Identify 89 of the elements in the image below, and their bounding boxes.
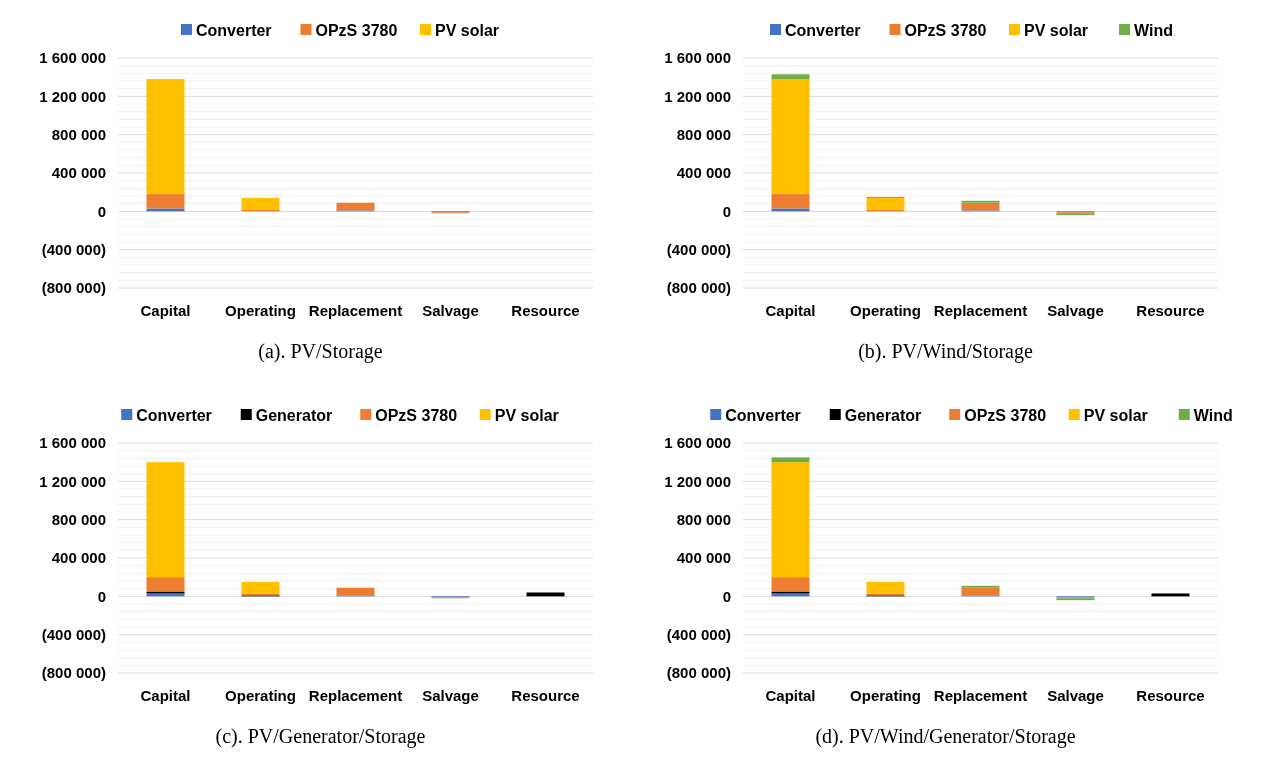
legend-label: PV solar xyxy=(1083,406,1148,424)
bar xyxy=(961,202,1000,211)
y-tick-label: 0 xyxy=(97,587,106,605)
x-tick-label: Resource xyxy=(511,687,580,704)
bar xyxy=(146,208,185,212)
y-tick-label: (400 000) xyxy=(666,240,731,258)
legend-label: OPzS 3780 xyxy=(315,21,398,39)
x-tick-label: Replacement xyxy=(308,302,403,319)
x-tick-label: Operating xyxy=(850,687,921,704)
legend-label: PV solar xyxy=(435,21,500,39)
legend-label: Converter xyxy=(785,21,861,39)
y-tick-label: (400 000) xyxy=(41,625,106,643)
text: (c). PV/Generator/Storage xyxy=(215,725,426,748)
x-tick-label: Resource xyxy=(1136,302,1205,319)
bar xyxy=(336,587,375,596)
x-tick-label: Capital xyxy=(140,687,191,704)
bar xyxy=(771,194,810,209)
bar xyxy=(771,208,810,212)
legend-label: Wind xyxy=(1134,21,1173,39)
y-tick-label: 1 200 000 xyxy=(664,87,731,105)
legend-label: OPzS 3780 xyxy=(904,21,987,39)
y-tick-label: 800 000 xyxy=(51,510,106,528)
legend-label: Converter xyxy=(725,406,801,424)
legend-label: Converter xyxy=(196,21,272,39)
bar xyxy=(336,202,375,211)
y-tick-label: 800 000 xyxy=(676,510,731,528)
y-tick-label: 1 600 000 xyxy=(664,49,731,67)
x-tick-label: Salvage xyxy=(1047,302,1104,319)
x-tick-label: Salvage xyxy=(422,302,479,319)
bar xyxy=(771,577,810,592)
y-tick-label: 1 600 000 xyxy=(39,49,106,67)
bar xyxy=(146,194,185,209)
bar xyxy=(771,457,810,463)
x-tick-label: Salvage xyxy=(1047,687,1104,704)
y-tick-label: 1 200 000 xyxy=(664,472,731,490)
y-tick-label: (400 000) xyxy=(666,625,731,643)
y-tick-label: 0 xyxy=(97,202,106,220)
text: (d). PV/Wind/Generator/Storage xyxy=(815,725,1076,748)
y-tick-label: 800 000 xyxy=(676,125,731,143)
x-tick-label: Capital xyxy=(765,302,816,319)
bar xyxy=(771,74,810,80)
legend-label: Generator xyxy=(255,406,333,424)
bar xyxy=(241,581,280,594)
y-tick-label: 400 000 xyxy=(676,164,731,182)
y-tick-label: (800 000) xyxy=(41,279,106,297)
bar xyxy=(146,462,185,578)
y-tick-label: (400 000) xyxy=(41,240,106,258)
bar xyxy=(771,79,810,195)
bar xyxy=(961,587,1000,596)
x-tick-label: Salvage xyxy=(422,687,479,704)
text: (a). PV/Storage xyxy=(258,340,383,363)
bar xyxy=(146,577,185,592)
legend-label: PV solar xyxy=(1024,21,1089,39)
legend-label: Converter xyxy=(136,406,212,424)
y-tick-label: (800 000) xyxy=(666,279,731,297)
x-tick-label: Replacement xyxy=(933,302,1028,319)
legend-label: Generator xyxy=(844,406,922,424)
x-tick-label: Operating xyxy=(225,687,296,704)
x-tick-label: Resource xyxy=(1136,687,1205,704)
text: (b). PV/Wind/Storage xyxy=(858,340,1033,363)
y-tick-label: 800 000 xyxy=(51,125,106,143)
y-tick-label: 0 xyxy=(722,202,731,220)
y-tick-label: 0 xyxy=(722,587,731,605)
x-tick-label: Capital xyxy=(140,302,191,319)
legend-label: PV solar xyxy=(494,406,559,424)
legend-label: Wind xyxy=(1193,406,1233,424)
bar xyxy=(866,197,905,210)
x-tick-label: Resource xyxy=(511,302,580,319)
y-tick-label: 400 000 xyxy=(51,164,106,182)
bar xyxy=(1151,593,1190,597)
x-tick-label: Replacement xyxy=(308,687,403,704)
bar xyxy=(146,79,185,195)
x-tick-label: Operating xyxy=(850,302,921,319)
bar xyxy=(241,197,280,210)
y-tick-label: 1 600 000 xyxy=(39,434,106,452)
legend-label: OPzS 3780 xyxy=(964,406,1047,424)
x-tick-label: Replacement xyxy=(933,687,1028,704)
y-tick-label: 1 200 000 xyxy=(39,87,106,105)
y-tick-label: (800 000) xyxy=(41,664,106,682)
x-tick-label: Capital xyxy=(765,687,816,704)
y-tick-label: 1 600 000 xyxy=(664,434,731,452)
x-tick-label: Operating xyxy=(225,302,296,319)
bar xyxy=(771,462,810,578)
bar xyxy=(866,581,905,594)
y-tick-label: 1 200 000 xyxy=(39,472,106,490)
y-tick-label: 400 000 xyxy=(51,549,106,567)
y-tick-label: (800 000) xyxy=(666,664,731,682)
y-tick-label: 400 000 xyxy=(676,549,731,567)
legend-label: OPzS 3780 xyxy=(375,406,458,424)
